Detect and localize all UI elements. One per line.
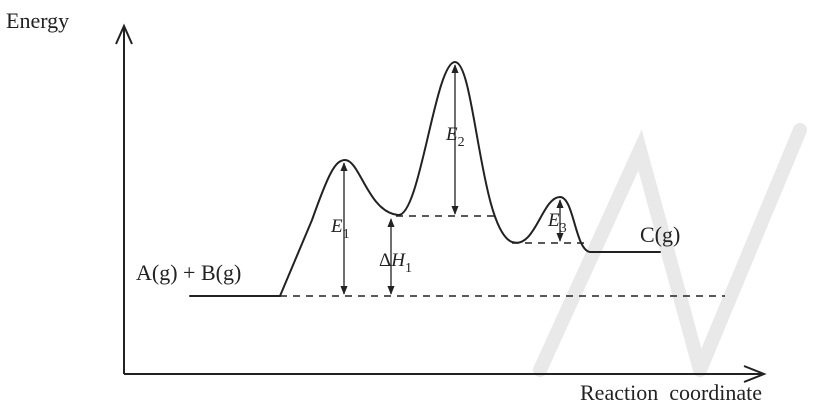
y-axis-label: Energy [6, 8, 69, 33]
e1-label: E1 [330, 216, 350, 242]
reactants-label: A(g) + B(g) [136, 260, 241, 285]
x-axis-label: Reaction coordinate [580, 380, 762, 403]
energy-curve [189, 61, 661, 297]
y-axis-arrowhead [115, 23, 133, 45]
dh1-label: ΔH1 [379, 250, 412, 276]
product-label: C(g) [640, 222, 680, 247]
e3-label: E3 [547, 210, 567, 236]
e2-label: E2 [445, 124, 465, 150]
x-axis-arrowhead [743, 365, 767, 383]
watermark [533, 123, 807, 377]
